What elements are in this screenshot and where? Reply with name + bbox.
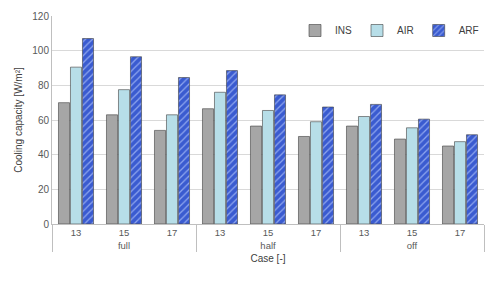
svg-text:13: 13 [359, 227, 370, 238]
svg-text:17: 17 [455, 227, 466, 238]
svg-text:half: half [260, 240, 276, 251]
svg-text:80: 80 [38, 80, 50, 91]
svg-text:40: 40 [38, 149, 50, 160]
svg-text:17: 17 [311, 227, 322, 238]
svg-text:off: off [407, 240, 418, 251]
svg-text:100: 100 [32, 45, 49, 56]
svg-text:15: 15 [119, 227, 130, 238]
svg-text:20: 20 [38, 184, 50, 195]
svg-text:15: 15 [263, 227, 274, 238]
svg-text:0: 0 [43, 219, 49, 230]
svg-text:Case [-]: Case [-] [250, 253, 285, 264]
svg-text:60: 60 [38, 115, 50, 126]
svg-text:AIR: AIR [397, 25, 414, 36]
svg-text:120: 120 [32, 11, 49, 22]
svg-text:13: 13 [215, 227, 226, 238]
svg-text:INS: INS [335, 25, 352, 36]
svg-text:17: 17 [167, 227, 178, 238]
svg-text:13: 13 [71, 227, 82, 238]
svg-text:Cooling capacity [W/m²]: Cooling capacity [W/m²] [13, 67, 24, 173]
svg-text:ARF: ARF [459, 25, 479, 36]
svg-text:15: 15 [407, 227, 418, 238]
svg-text:full: full [118, 240, 130, 251]
